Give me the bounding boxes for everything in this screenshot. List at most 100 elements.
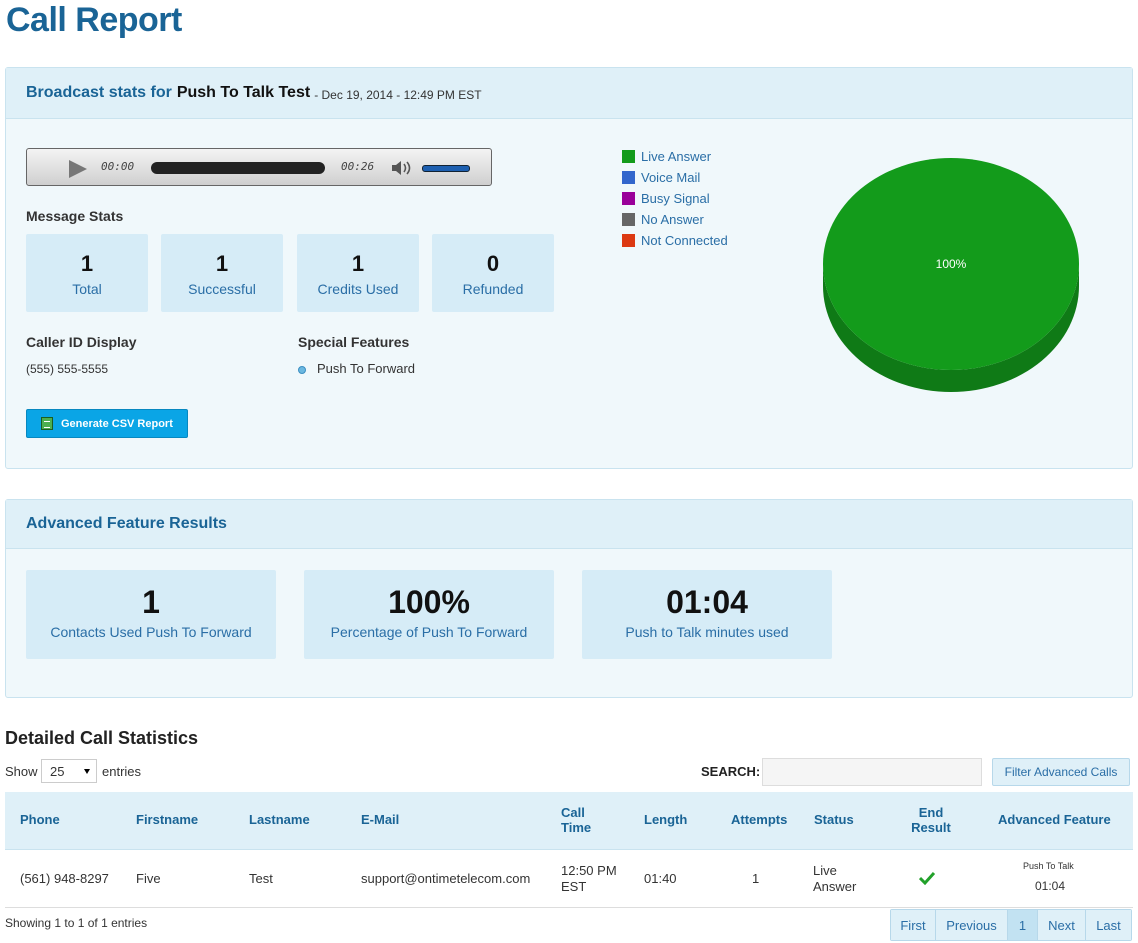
cell-status: Live Answer — [813, 863, 857, 894]
pie-chart: 100% — [823, 158, 1079, 392]
search-label: SEARCH: — [701, 764, 761, 779]
broadcast-name: Push To Talk Test — [176, 84, 311, 101]
advanced-feature-title: Advanced Feature Results — [26, 515, 227, 532]
adv-value: 100% — [388, 584, 470, 620]
message-stats-label: Message Stats — [26, 208, 124, 224]
stat-label: Successful — [188, 281, 256, 297]
adv-contacts-used: 1 Contacts Used Push To Forward — [26, 570, 276, 659]
generate-csv-button[interactable]: Generate CSV Report — [26, 409, 188, 438]
broadcast-date: - Dec 19, 2014 - 12:49 PM EST — [314, 87, 482, 102]
column-header-attempts[interactable]: Attempts — [731, 812, 788, 827]
pie-legend: Live Answer Voice Mail Busy Signal No An… — [622, 146, 728, 251]
stat-label: Total — [72, 281, 102, 297]
adv-label: Contacts Used Push To Forward — [50, 624, 252, 640]
column-header-phone[interactable]: Phone — [20, 812, 60, 827]
volume-slider[interactable] — [422, 165, 470, 172]
advanced-feature-panel: Advanced Feature Results 1 Contacts Used… — [5, 499, 1133, 698]
advanced-feature-header: Advanced Feature Results — [6, 500, 1132, 549]
broadcast-stats-header: Broadcast stats for Push To Talk Test - … — [6, 68, 1132, 119]
cell-call-time: 12:50 PM EST — [561, 863, 617, 894]
pagination-last[interactable]: Last — [1086, 910, 1131, 940]
play-icon[interactable] — [69, 160, 87, 178]
chevron-down-icon — [84, 769, 90, 774]
column-header-status[interactable]: Status — [814, 812, 854, 827]
pagination: First Previous 1 Next Last — [890, 909, 1132, 941]
legend-item-voice-mail: Voice Mail — [622, 167, 728, 188]
detailed-stats-title: Detailed Call Statistics — [5, 728, 199, 748]
pie-slice-live-answer[interactable] — [823, 158, 1079, 370]
generate-csv-label: Generate CSV Report — [61, 417, 173, 430]
caller-id-label: Caller ID Display — [26, 334, 137, 350]
stat-value: 1 — [80, 251, 94, 276]
adv-value: 01:04 — [666, 584, 748, 620]
player-current-time: 00:00 — [101, 160, 135, 173]
page-length-select[interactable]: 25 — [41, 759, 97, 783]
stat-value: 0 — [486, 251, 500, 276]
show-label: Show — [5, 764, 38, 779]
stat-total: 1 Total — [26, 234, 148, 312]
pagination-previous[interactable]: Previous — [936, 910, 1008, 940]
column-header-lastname[interactable]: Lastname — [249, 812, 310, 827]
stat-label: Refunded — [462, 281, 524, 297]
special-feature-item: Push To Forward — [298, 361, 415, 376]
stat-value: 1 — [215, 251, 229, 276]
page-title: Call Report — [6, 1, 182, 39]
stat-refunded: 0 Refunded — [432, 234, 554, 312]
legend-label: Not Connected — [641, 233, 728, 248]
audio-player: 00:00 00:26 — [26, 148, 492, 186]
legend-swatch — [622, 192, 635, 205]
legend-item-busy-signal: Busy Signal — [622, 188, 728, 209]
pie-slice-side — [823, 264, 1079, 392]
column-header-firstname[interactable]: Firstname — [136, 812, 199, 827]
player-progress-track[interactable] — [151, 162, 325, 174]
adv-minutes-used: 01:04 Push to Talk minutes used — [582, 570, 832, 659]
cell-advanced-feature-label: Push To Talk — [1023, 861, 1074, 871]
check-icon — [919, 871, 935, 885]
cell-advanced-feature-value: 01:04 — [1035, 879, 1066, 893]
legend-label: Live Answer — [641, 149, 712, 164]
legend-swatch — [622, 213, 635, 226]
column-header-advanced-feature[interactable]: Advanced Feature — [998, 812, 1111, 827]
adv-label: Percentage of Push To Forward — [330, 624, 528, 640]
adv-percentage: 100% Percentage of Push To Forward — [304, 570, 554, 659]
column-header-call-time[interactable]: Call Time — [561, 805, 592, 835]
legend-label: No Answer — [641, 212, 704, 227]
cell-length: 01:40 — [644, 871, 677, 886]
table-header: Phone Firstname Lastname E-Mail Call Tim… — [5, 792, 1133, 850]
page-length-value: 25 — [50, 764, 65, 779]
stat-successful: 1 Successful — [161, 234, 283, 312]
cell-phone: (561) 948-8297 — [20, 871, 109, 886]
legend-swatch — [622, 150, 635, 163]
volume-icon[interactable] — [391, 160, 413, 176]
column-header-length[interactable]: Length — [644, 812, 688, 827]
broadcast-stats-prefix: Broadcast stats for — [26, 84, 172, 101]
legend-label: Voice Mail — [641, 170, 701, 185]
filter-advanced-calls-button[interactable]: Filter Advanced Calls — [992, 758, 1130, 786]
stat-label: Credits Used — [317, 281, 399, 297]
pagination-first[interactable]: First — [891, 910, 936, 940]
legend-label: Busy Signal — [641, 191, 710, 206]
legend-swatch — [622, 171, 635, 184]
player-duration: 00:26 — [341, 160, 375, 173]
adv-label: Push to Talk minutes used — [625, 624, 789, 640]
pagination-next[interactable]: Next — [1038, 910, 1086, 940]
table-info: Showing 1 to 1 of 1 entries — [5, 916, 148, 930]
stat-value: 1 — [351, 251, 365, 276]
broadcast-stats-panel: Broadcast stats for Push To Talk Test - … — [5, 67, 1133, 469]
pagination-page-1[interactable]: 1 — [1008, 910, 1038, 940]
pie-slice-label: 100% — [936, 257, 967, 271]
column-header-email[interactable]: E-Mail — [361, 812, 400, 827]
legend-item-not-connected: Not Connected — [622, 230, 728, 251]
legend-swatch — [622, 234, 635, 247]
stat-credits-used: 1 Credits Used — [297, 234, 419, 312]
legend-item-live-answer: Live Answer — [622, 146, 728, 167]
table-row: (561) 948-8297 Five Test support@ontimet… — [5, 850, 1133, 908]
cell-lastname: Test — [249, 871, 273, 886]
special-features-label: Special Features — [298, 334, 410, 350]
adv-value: 1 — [142, 584, 160, 620]
column-header-end-result[interactable]: End Result — [911, 805, 951, 835]
search-input[interactable] — [762, 758, 982, 786]
cell-attempts: 1 — [752, 871, 760, 886]
cell-email: support@ontimetelecom.com — [361, 871, 531, 886]
cell-firstname: Five — [136, 871, 161, 886]
